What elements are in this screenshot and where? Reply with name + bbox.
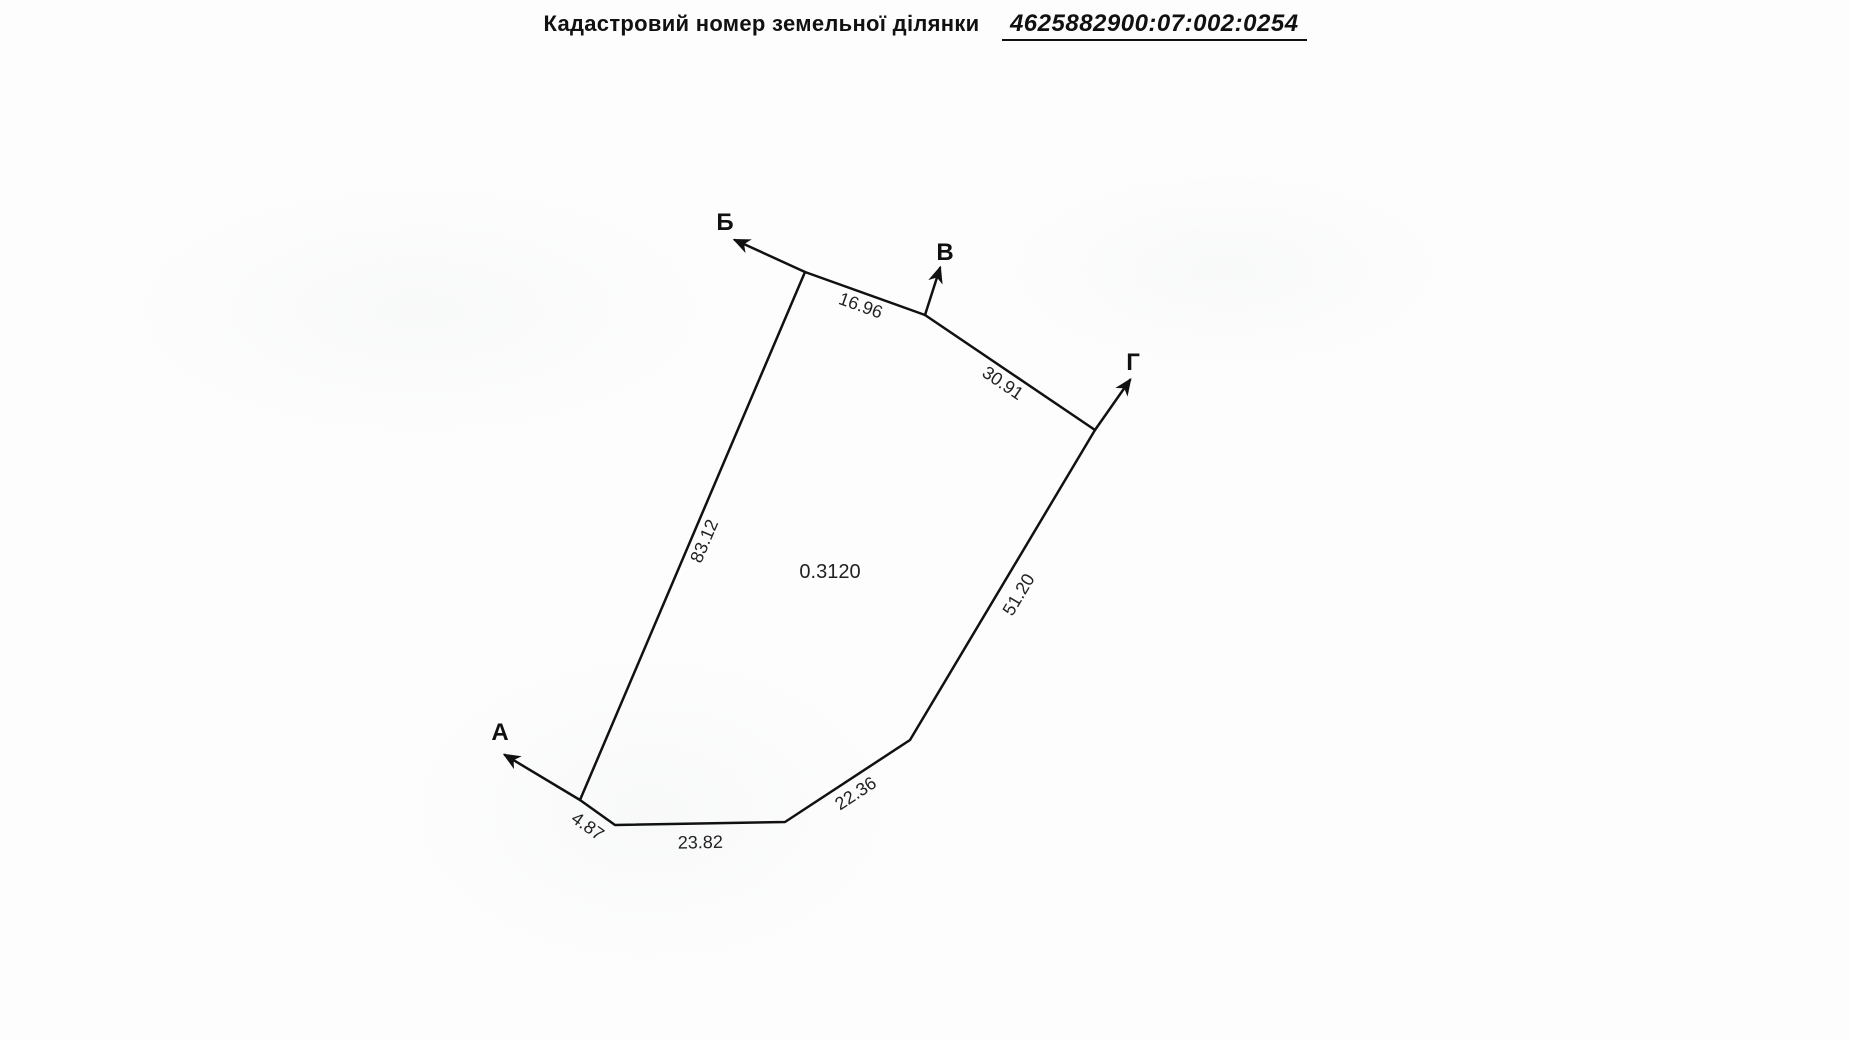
vertex-arrow [735,240,805,272]
vertex-arrow [925,268,940,315]
area-label: 0.3120 [799,561,860,583]
cadastral-plot: 4.8723.8222.3651.2030.9116.9683.120.3120… [0,0,1850,1040]
vertex-label-B: Б [716,209,733,236]
parcel-polygon [580,272,1095,825]
vertex-arrow [505,755,580,800]
vertex-label-G: Г [1126,349,1140,376]
edge-length-label: 23.82 [678,832,723,853]
edge-length-label: 16.96 [836,288,885,322]
vertex-label-V: В [936,239,953,266]
edge-length-label: 22.36 [831,773,880,814]
vertex-label-A: А [491,719,508,746]
edge-length-label: 4.87 [568,808,608,845]
vertex-arrow [1095,380,1130,430]
edge-length-label: 51.20 [998,570,1038,619]
